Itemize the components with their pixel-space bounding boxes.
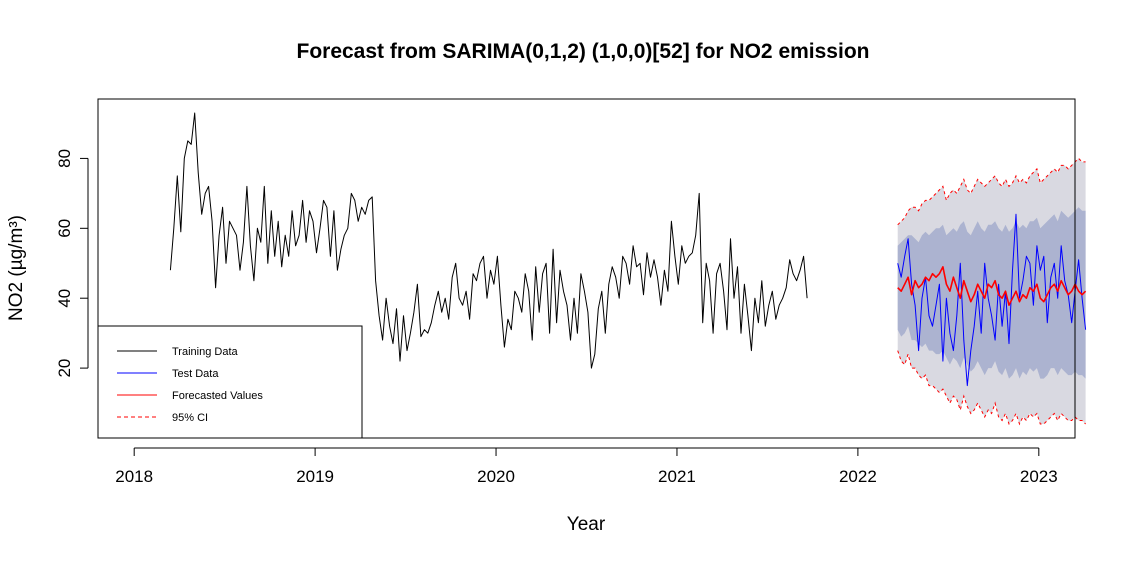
plot-frame bbox=[97, 98, 1076, 439]
series-test-data-line bbox=[897, 213, 1087, 387]
series-training-data-line bbox=[169, 112, 808, 369]
y-tick-label-60: 60 bbox=[55, 219, 74, 238]
x-axis-label: Year bbox=[567, 514, 606, 535]
x-tick-label-2023: 2023 bbox=[1020, 467, 1058, 486]
confidence-bands bbox=[897, 158, 1086, 424]
y-tick-label-80: 80 bbox=[55, 149, 74, 168]
y-axis: 20 40 60 80 bbox=[55, 149, 89, 378]
y-tick-label-20: 20 bbox=[55, 359, 74, 378]
x-tick-label-2022: 2022 bbox=[839, 467, 877, 486]
ci95-lower-line bbox=[897, 350, 1086, 426]
legend-box bbox=[97, 325, 363, 439]
x-tick-label-2018: 2018 bbox=[115, 467, 153, 486]
x-tick-label-2020: 2020 bbox=[477, 467, 515, 486]
x-axis: 2018 2019 2020 2021 2022 2023 bbox=[115, 447, 1058, 486]
legend-label-training-data: Training Data bbox=[172, 346, 239, 358]
series-forecasted-values-line bbox=[897, 266, 1087, 306]
legend-label-test-data: Test Data bbox=[172, 368, 219, 380]
series-lines bbox=[169, 112, 1087, 426]
x-tick-label-2021: 2021 bbox=[658, 467, 696, 486]
y-tick-label-40: 40 bbox=[55, 289, 74, 308]
chart-title: Forecast from SARIMA(0,1,2) (1,0,0)[52] … bbox=[297, 40, 870, 63]
x-tick-label-2019: 2019 bbox=[296, 467, 334, 486]
legend: Training Data Test Data Forecasted Values 9… bbox=[97, 325, 363, 439]
y-axis-label: NO2 (µg/m³) bbox=[6, 215, 27, 321]
legend-label-forecasted-values: Forecasted Values bbox=[172, 390, 263, 402]
legend-label-95-ci: 95% CI bbox=[172, 412, 208, 424]
